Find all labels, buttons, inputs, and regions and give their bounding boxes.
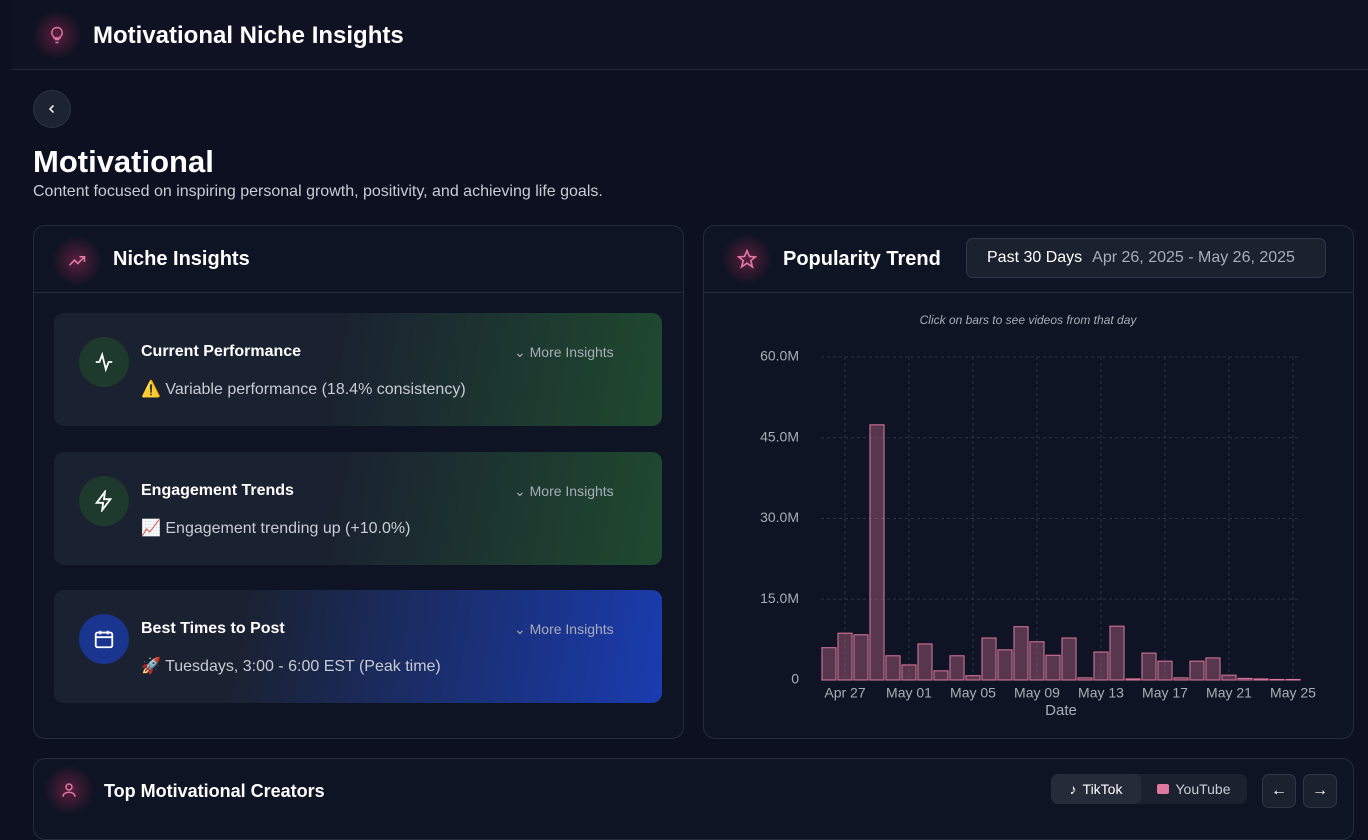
insight-card: Best Times to Post 🚀 Tuesdays, 3:00 - 6:… — [54, 590, 662, 703]
y-tick-label: 30.0M — [760, 509, 799, 525]
chart: Click on bars to see videos from that da… — [760, 313, 1316, 719]
bar[interactable] — [949, 655, 965, 681]
more-insights[interactable]: ⌄ More Insights — [514, 621, 614, 637]
page: Motivational Niche Insights Motivational… — [12, 0, 1368, 840]
x-tick-label: Apr 27 — [824, 685, 865, 701]
bar[interactable] — [869, 424, 885, 681]
y-tick-label: 45.0M — [760, 428, 799, 444]
card-icon — [79, 614, 129, 664]
bar[interactable] — [1109, 625, 1125, 681]
bar[interactable] — [1077, 677, 1093, 681]
bar[interactable] — [1029, 641, 1045, 681]
tab[interactable]: ♪ TikTok — [1051, 774, 1141, 804]
bar[interactable] — [933, 670, 949, 681]
bar[interactable] — [1285, 678, 1301, 681]
top-bar: Motivational Niche Insights — [12, 0, 1368, 70]
y-tick-label: 0 — [791, 671, 799, 687]
more-insights[interactable]: ⌄ More Insights — [514, 482, 614, 499]
panel-icon — [722, 234, 772, 284]
more-label: More Insights — [529, 621, 614, 637]
bar[interactable] — [1269, 678, 1285, 681]
x-tick-label: May 17 — [1142, 685, 1188, 701]
bar[interactable] — [1045, 654, 1061, 681]
bar[interactable] — [1125, 678, 1141, 681]
page-title: Motivational — [33, 144, 214, 179]
tab-label: TikTok — [1082, 781, 1123, 797]
x-tick-label: May 21 — [1206, 685, 1252, 701]
card-text: 📈 Engagement trending up (+10.0%) — [141, 519, 411, 537]
header-title: Motivational Niche Insights — [93, 22, 404, 49]
card-icon — [79, 475, 129, 526]
panel-title: Niche Insights — [113, 248, 250, 270]
bar[interactable] — [965, 675, 981, 681]
range-dates: Apr 26, 2025 - May 26, 2025 — [1092, 249, 1295, 266]
bar[interactable] — [901, 664, 917, 681]
bar[interactable] — [837, 632, 853, 681]
bar[interactable] — [821, 647, 837, 681]
panel-title: Popularity Trend — [783, 248, 941, 270]
bar[interactable] — [1205, 657, 1221, 681]
more-insights[interactable]: ⌄ More Insights — [514, 344, 614, 360]
bar[interactable] — [1013, 626, 1029, 681]
chart-hint: Click on bars to see videos from that da… — [920, 313, 1138, 327]
prev-button[interactable]: ← — [1262, 774, 1296, 808]
back-button[interactable] — [33, 90, 71, 128]
bar[interactable] — [1253, 678, 1269, 681]
date-range-button[interactable]: Past 30 Days Apr 26, 2025 - May 26, 2025 — [966, 238, 1326, 278]
tab-label: YouTube — [1175, 781, 1231, 797]
divider — [704, 292, 1353, 293]
bar[interactable] — [997, 649, 1013, 681]
range-label: Past 30 Days — [987, 249, 1083, 266]
panel-icon — [44, 765, 94, 815]
card-text: ⚠️ Variable performance (18.4% consisten… — [141, 381, 466, 398]
bar[interactable] — [981, 637, 997, 681]
x-tick-label: May 01 — [886, 685, 932, 701]
card-title: Best Times to Post — [141, 620, 285, 637]
platform-tabs: ♪ TikTok YouTube — [1051, 774, 1247, 804]
bar[interactable] — [1141, 652, 1157, 681]
more-label: More Insights — [529, 344, 614, 360]
y-tick-label: 15.0M — [760, 590, 799, 606]
tab[interactable]: YouTube — [1141, 774, 1247, 804]
card-icon — [79, 337, 129, 387]
x-tick-label: May 25 — [1270, 685, 1316, 701]
card-title: Current Performance — [141, 343, 302, 360]
bar[interactable] — [1237, 677, 1253, 681]
next-button[interactable]: → — [1303, 774, 1337, 808]
card-title: Engagement Trends — [141, 481, 294, 499]
bar[interactable] — [885, 655, 901, 681]
x-tick-label: May 13 — [1078, 685, 1124, 701]
creators-panel: Top Motivational Creators ♪ TikTok YouTub… — [33, 758, 1354, 840]
card-text: 🚀 Tuesdays, 3:00 - 6:00 EST (Peak time) — [141, 658, 441, 675]
bar[interactable] — [1173, 677, 1189, 681]
divider — [34, 292, 683, 293]
insight-card: Current Performance ⚠️ Variable performa… — [54, 313, 662, 426]
bar[interactable] — [1157, 660, 1173, 681]
bar[interactable] — [1189, 660, 1205, 681]
y-tick-label: 60.0M — [760, 348, 799, 364]
bar[interactable] — [1061, 637, 1077, 681]
panel-title: Top Motivational Creators — [104, 781, 325, 801]
panel-icon — [52, 236, 102, 286]
bar[interactable] — [1093, 651, 1109, 681]
x-axis-label: Date — [1045, 702, 1077, 719]
bar[interactable] — [853, 634, 869, 681]
more-label: More Insights — [529, 482, 614, 499]
insights-panel: Niche Insights Current Performance ⚠️ Va… — [33, 225, 684, 739]
bar[interactable] — [1221, 674, 1237, 681]
bar[interactable] — [917, 643, 933, 681]
x-tick-label: May 05 — [950, 685, 996, 701]
insight-card: Engagement Trends 📈 Engagement trending … — [54, 451, 662, 565]
header-icon — [32, 10, 82, 60]
x-tick-label: May 09 — [1014, 685, 1060, 701]
page-description: Content focused on inspiring personal gr… — [33, 183, 603, 200]
